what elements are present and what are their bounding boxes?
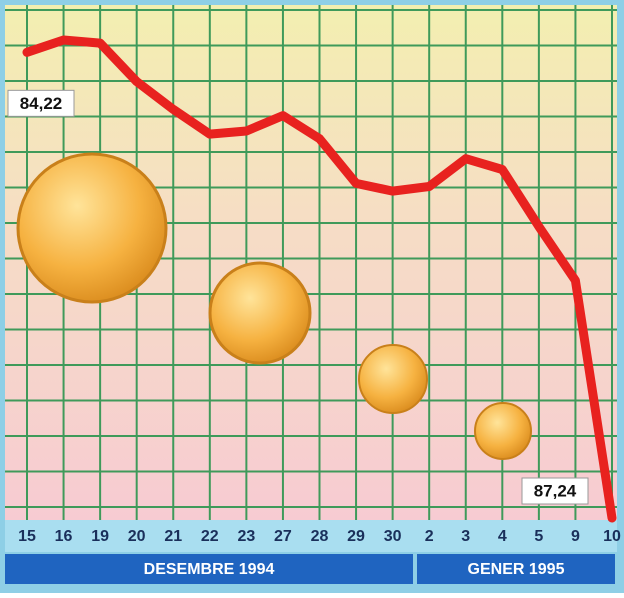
x-tick-label: 16 — [55, 528, 73, 545]
x-tick-label: 2 — [425, 528, 434, 545]
value-label: 87,24 — [534, 481, 577, 500]
coin — [359, 345, 427, 413]
page: {"chart_data": {"type": "line", "categor… — [0, 0, 624, 598]
x-tick-label: 28 — [311, 528, 329, 545]
x-tick-label: 22 — [201, 528, 219, 545]
x-tick-label: 4 — [498, 528, 507, 545]
group-label: GENER 1995 — [468, 561, 565, 578]
coin — [475, 403, 531, 459]
x-tick-label: 29 — [347, 528, 365, 545]
x-tick-label: 23 — [237, 528, 255, 545]
x-tick-label: 15 — [18, 528, 36, 545]
x-tick-label: 30 — [384, 528, 402, 545]
coin — [18, 154, 166, 302]
chart: 15161920212223272829302345910DESEMBRE 19… — [0, 0, 624, 593]
x-tick-label: 20 — [128, 528, 146, 545]
coin — [210, 263, 310, 363]
x-tick-label: 3 — [461, 528, 470, 545]
x-tick-label: 10 — [603, 528, 621, 545]
x-tick-label: 27 — [274, 528, 292, 545]
value-label: 84,22 — [20, 94, 63, 113]
x-tick-label: 21 — [164, 528, 182, 545]
group-label: DESEMBRE 1994 — [144, 561, 275, 578]
x-tick-label: 9 — [571, 528, 580, 545]
x-tick-label: 5 — [534, 528, 543, 545]
x-tick-label: 19 — [91, 528, 109, 545]
